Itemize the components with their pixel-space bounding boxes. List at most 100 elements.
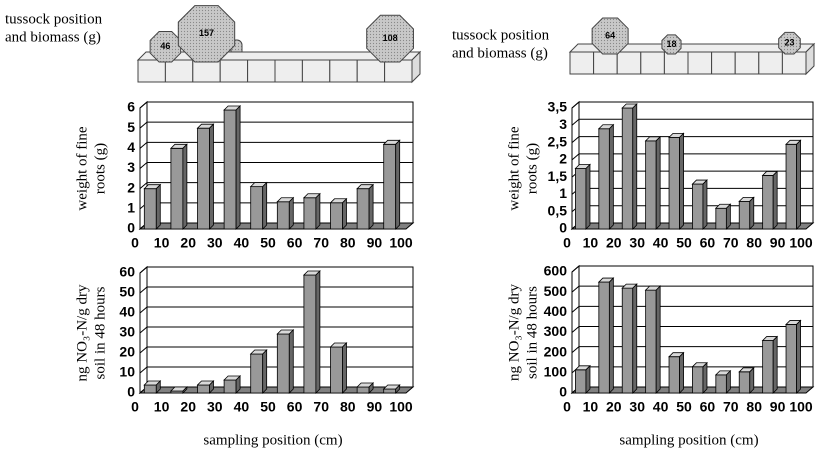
bar-side bbox=[797, 140, 801, 229]
y-tick-label: 2 bbox=[127, 179, 135, 195]
y-tick-label: 0,5 bbox=[548, 202, 568, 218]
y-tick-label: 1 bbox=[559, 185, 567, 201]
y-axis-label: weight of fine bbox=[506, 126, 522, 210]
y-tick-label: 1 bbox=[127, 200, 135, 216]
strip-block bbox=[570, 52, 594, 74]
bar-side bbox=[396, 140, 400, 229]
x-tick-label: 50 bbox=[260, 235, 276, 251]
y-tick-label: 0 bbox=[127, 384, 135, 400]
bar bbox=[669, 357, 680, 393]
tussock-label: 18 bbox=[666, 39, 676, 49]
diagram-label: and biomass (g) bbox=[452, 45, 548, 61]
bar bbox=[622, 288, 633, 393]
y-axis-label: weight of fine bbox=[74, 126, 90, 210]
bar-side bbox=[726, 204, 730, 229]
tussock-label: 46 bbox=[160, 41, 170, 51]
x-tick-label: 100 bbox=[789, 399, 813, 415]
strip-block bbox=[330, 60, 357, 82]
y-axis-label: roots (g) bbox=[524, 143, 540, 194]
x-tick-label: 50 bbox=[676, 399, 692, 415]
y-tick-label: 20 bbox=[119, 344, 135, 360]
x-tick-label: 100 bbox=[389, 399, 413, 415]
strip-block bbox=[641, 52, 665, 74]
bar-side bbox=[609, 125, 613, 229]
x-axis-label: sampling position (cm) bbox=[619, 432, 758, 448]
bar bbox=[357, 387, 369, 393]
bar-side bbox=[750, 197, 754, 229]
x-tick-label: 40 bbox=[234, 399, 250, 415]
strip-block bbox=[138, 60, 165, 82]
bar bbox=[599, 129, 610, 229]
bar-side bbox=[369, 185, 373, 229]
y-tick-label: 0 bbox=[127, 220, 135, 236]
bar bbox=[646, 141, 657, 229]
bar-side bbox=[773, 337, 777, 393]
x-tick-label: 20 bbox=[180, 399, 196, 415]
bar-side bbox=[586, 165, 590, 230]
strip-block bbox=[165, 60, 192, 82]
y-axis-label: soil in 48 hours bbox=[524, 286, 540, 379]
bar-side bbox=[183, 144, 187, 229]
bar bbox=[277, 202, 289, 229]
strip-block bbox=[782, 52, 806, 74]
strip-block bbox=[759, 52, 783, 74]
y-tick-label: 4 bbox=[127, 139, 135, 155]
x-tick-label: 70 bbox=[313, 235, 329, 251]
tussock-label: 23 bbox=[784, 38, 794, 48]
x-tick-label: 10 bbox=[583, 235, 599, 251]
bar bbox=[575, 169, 586, 230]
bar bbox=[716, 208, 727, 229]
bar bbox=[716, 375, 727, 393]
y-tick-label: 200 bbox=[544, 343, 568, 359]
bar bbox=[622, 108, 633, 229]
x-tick-label: 70 bbox=[723, 235, 739, 251]
bar-side bbox=[236, 106, 240, 229]
y-tick-label: 3 bbox=[127, 159, 135, 175]
bar-side bbox=[656, 286, 660, 393]
bar bbox=[763, 175, 774, 229]
x-tick-label: 50 bbox=[676, 235, 692, 251]
bar bbox=[786, 324, 797, 393]
bar bbox=[739, 201, 750, 229]
x-tick-label: 80 bbox=[340, 399, 356, 415]
x-tick-label: 20 bbox=[606, 399, 622, 415]
bar bbox=[224, 380, 236, 393]
strip-block bbox=[617, 52, 641, 74]
y-tick-label: 0 bbox=[559, 220, 567, 236]
strip-block bbox=[357, 60, 384, 82]
bar-side bbox=[797, 320, 801, 393]
bar bbox=[384, 144, 396, 229]
bar bbox=[692, 184, 703, 229]
x-tick-label: 0 bbox=[563, 399, 571, 415]
x-tick-label: 70 bbox=[723, 399, 739, 415]
bar bbox=[224, 110, 236, 229]
tussock-label: 157 bbox=[199, 28, 214, 38]
bar-side bbox=[289, 330, 293, 393]
bar bbox=[763, 341, 774, 393]
y-tick-label: 3 bbox=[559, 116, 567, 132]
figure: 01234560102030405060708090100weight of f… bbox=[0, 0, 824, 453]
y-tick-label: 600 bbox=[544, 263, 568, 279]
bar-side bbox=[750, 368, 754, 393]
y-tick-label: 400 bbox=[544, 303, 568, 319]
x-tick-label: 90 bbox=[770, 235, 786, 251]
x-tick-label: 60 bbox=[700, 399, 716, 415]
y-tick-label: 3,5 bbox=[548, 99, 568, 115]
bar-side bbox=[209, 124, 213, 229]
bar bbox=[198, 385, 210, 393]
bar bbox=[331, 203, 343, 229]
x-tick-label: 50 bbox=[260, 399, 276, 415]
x-tick-label: 20 bbox=[180, 235, 196, 251]
x-tick-label: 30 bbox=[207, 399, 223, 415]
bar-side bbox=[703, 363, 707, 393]
bar-side bbox=[773, 171, 777, 229]
y-axis-label: ng NO₃-N/g dry bbox=[506, 284, 522, 381]
y-tick-label: 5 bbox=[127, 119, 135, 135]
strip-block bbox=[193, 60, 220, 82]
strip-block bbox=[712, 52, 736, 74]
strip-block bbox=[385, 60, 412, 82]
bar-side bbox=[680, 353, 684, 393]
y-tick-label: 0 bbox=[559, 384, 567, 400]
x-tick-label: 10 bbox=[154, 399, 170, 415]
tussock-label: 108 bbox=[383, 33, 398, 43]
